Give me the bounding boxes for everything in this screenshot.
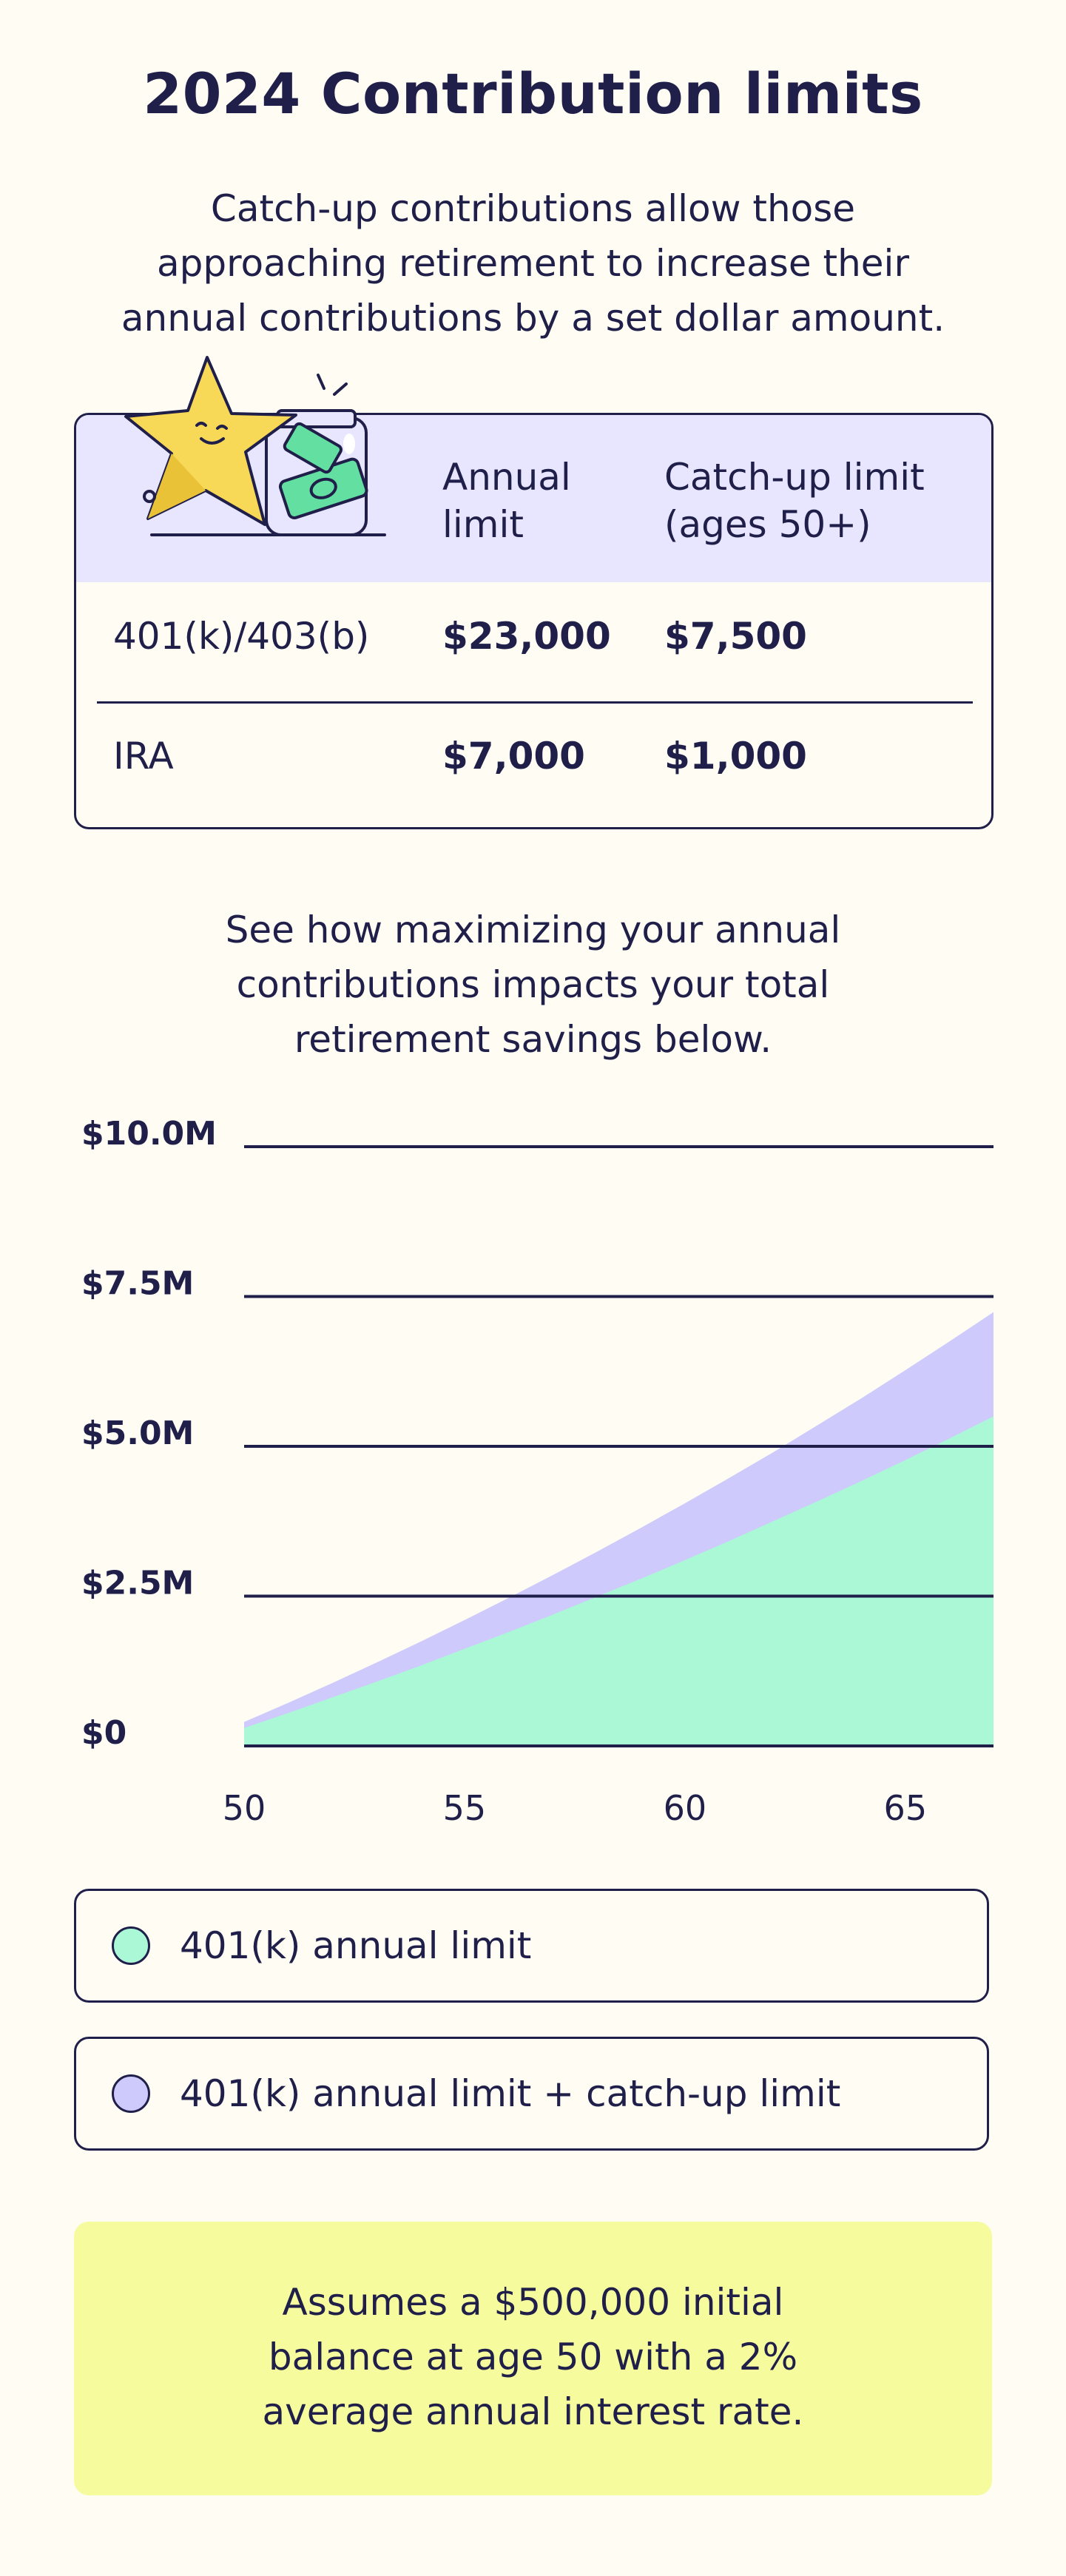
star-mascot-icon: [124, 356, 386, 536]
legend-swatch-annual: [112, 1926, 150, 1965]
header-line: Annual: [442, 456, 571, 499]
chart-intro-line: retirement savings below.: [294, 1018, 772, 1061]
savings-area-chart: $0 $2.5M $5.0M $7.5M $10.0M 50 55 60 65: [81, 1115, 994, 1828]
y-tick-label: $10.0M: [81, 1115, 217, 1153]
x-tick-label: 50: [223, 1788, 266, 1828]
intro-line: Catch-up contributions allow those: [210, 187, 856, 230]
legend-label-catchup: 401(k) annual limit + catch-up limit: [180, 2072, 841, 2115]
row-catchup-401k: $7,500: [664, 615, 807, 658]
legend-label-annual: 401(k) annual limit: [180, 1924, 532, 1967]
x-tick-label: 60: [664, 1788, 707, 1828]
intro-text: Catch-up contributions allow those appro…: [74, 181, 992, 345]
chart-y-ticks: $0 $2.5M $5.0M $7.5M $10.0M: [81, 1115, 217, 1752]
y-tick-label: $2.5M: [81, 1565, 194, 1602]
chart-intro-line: contributions impacts your total: [236, 963, 830, 1006]
x-tick-label: 55: [443, 1788, 487, 1828]
legend-swatch-catchup: [112, 2074, 150, 2113]
row-label-401k: 401(k)/403(b): [113, 615, 370, 658]
header-catchup-limit: Catch-up limit (ages 50+): [664, 454, 925, 548]
header-annual-limit: Annual limit: [442, 454, 571, 548]
y-tick-label: $0: [81, 1714, 126, 1752]
row-divider: [97, 701, 973, 704]
page-title: 2024 Contribution limits: [143, 61, 923, 127]
legend-item-catchup-limit: 401(k) annual limit + catch-up limit: [74, 2037, 989, 2151]
note-text: Assumes a $500,000 initial balance at ag…: [74, 2275, 992, 2439]
header-line: limit: [442, 503, 524, 546]
legend-item-annual-limit: 401(k) annual limit: [74, 1889, 989, 2003]
x-tick-label: 65: [884, 1788, 928, 1828]
y-tick-label: $7.5M: [81, 1265, 194, 1303]
header-line: (ages 50+): [664, 503, 871, 546]
header-line: Catch-up limit: [664, 456, 925, 499]
chart-intro-text: See how maximizing your annual contribut…: [74, 903, 992, 1067]
chart-gridlines: [244, 1145, 994, 1747]
area-annual-limit: [244, 1416, 994, 1746]
chart-areas: [244, 1312, 994, 1746]
note-line: balance at age 50 with a 2%: [268, 2336, 798, 2378]
note-line: average annual interest rate.: [262, 2390, 804, 2433]
row-annual-ira: $7,000: [442, 735, 585, 778]
row-label-ira: IRA: [113, 735, 174, 778]
y-tick-label: $5.0M: [81, 1415, 194, 1452]
row-catchup-ira: $1,000: [664, 735, 807, 778]
note-line: Assumes a $500,000 initial: [282, 2281, 784, 2324]
assumption-note: Assumes a $500,000 initial balance at ag…: [74, 2222, 992, 2495]
intro-line: annual contributions by a set dollar amo…: [121, 297, 945, 340]
intro-line: approaching retirement to increase their: [156, 242, 910, 285]
chart-x-ticks: 50 55 60 65: [223, 1788, 927, 1828]
chart-intro-line: See how maximizing your annual: [225, 908, 841, 951]
row-annual-401k: $23,000: [442, 615, 611, 658]
